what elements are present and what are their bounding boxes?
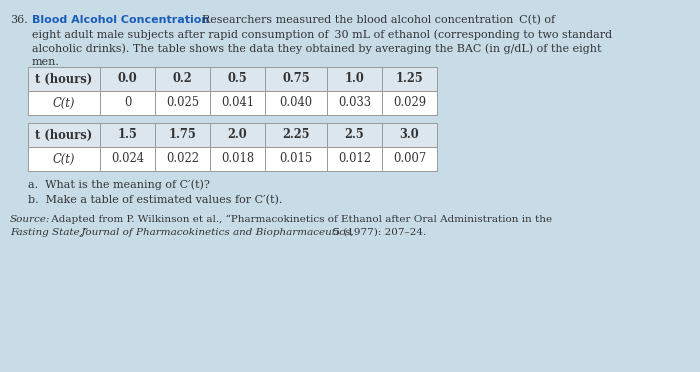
Bar [100,91,155,115]
Text: 2.0: 2.0 [228,128,247,141]
Bar [327,91,382,115]
Text: 0.041: 0.041 [221,96,254,109]
Bar [155,123,210,147]
Bar [100,67,155,91]
Text: 0.040: 0.040 [279,96,313,109]
Text: b.  Make a table of estimated values for C′(t).: b. Make a table of estimated values for … [28,195,282,205]
Text: Fasting State,”: Fasting State,” [10,228,88,237]
Text: 2.5: 2.5 [344,128,365,141]
Text: 0.024: 0.024 [111,153,144,166]
Bar [155,67,210,91]
Text: alcoholic drinks). The table shows the data they obtained by averaging the BAC (: alcoholic drinks). The table shows the d… [32,43,601,54]
Bar [155,147,210,171]
Text: 0: 0 [124,96,131,109]
Bar [28,147,100,171]
Bar [327,147,382,171]
Text: 0.75: 0.75 [282,73,310,86]
Bar [327,67,382,91]
Bar [265,67,327,91]
Text: men.: men. [32,57,60,67]
Text: 0.018: 0.018 [221,153,254,166]
Text: 0.033: 0.033 [338,96,371,109]
Bar [265,147,327,171]
Bar [382,123,437,147]
Text: 36.: 36. [10,15,28,25]
Bar [28,123,100,147]
Text: Journal of Pharmacokinetics and Biopharmaceutics,: Journal of Pharmacokinetics and Biopharm… [78,228,354,237]
Bar [382,67,437,91]
Text: 1.25: 1.25 [395,73,423,86]
Text: 3.0: 3.0 [400,128,419,141]
Text: 0.007: 0.007 [393,153,426,166]
Text: t (hours): t (hours) [36,73,92,86]
Bar [210,91,265,115]
Text: 1.75: 1.75 [169,128,197,141]
Text: a.  What is the meaning of C′(t)?: a. What is the meaning of C′(t)? [28,179,210,190]
Bar [100,123,155,147]
Text: 1.0: 1.0 [344,73,365,86]
Text: 5 (1977): 207–24.: 5 (1977): 207–24. [330,228,426,237]
Bar [382,147,437,171]
Text: Blood Alcohol Concentration: Blood Alcohol Concentration [32,15,209,25]
Text: 0.029: 0.029 [393,96,426,109]
Text: 2.25: 2.25 [282,128,310,141]
Bar [382,91,437,115]
Bar [28,91,100,115]
Text: 0.015: 0.015 [279,153,313,166]
Text: 0.2: 0.2 [173,73,193,86]
Text: 1.5: 1.5 [118,128,137,141]
Bar [28,67,100,91]
Text: 0.5: 0.5 [228,73,247,86]
Bar [210,147,265,171]
Bar [100,147,155,171]
Text: C(t): C(t) [52,153,75,166]
Text: eight adult male subjects after rapid consumption of  30 mL of ethanol (correspo: eight adult male subjects after rapid co… [32,29,612,39]
Bar [265,91,327,115]
Text: 0.025: 0.025 [166,96,199,109]
Text: 0.022: 0.022 [166,153,199,166]
Bar [210,67,265,91]
Text: Adapted from P. Wilkinson et al., “Pharmacokinetics of Ethanol after Oral Admini: Adapted from P. Wilkinson et al., “Pharm… [48,215,552,224]
Text: 0.0: 0.0 [118,73,137,86]
Text: Source:: Source: [10,215,50,224]
Text: Researchers measured the blood alcohol concentration  C(t) of: Researchers measured the blood alcohol c… [195,15,555,25]
Bar [265,123,327,147]
Bar [210,123,265,147]
Text: 0.012: 0.012 [338,153,371,166]
Text: t (hours): t (hours) [36,128,92,141]
Bar [155,91,210,115]
Text: C(t): C(t) [52,96,75,109]
Bar [327,123,382,147]
